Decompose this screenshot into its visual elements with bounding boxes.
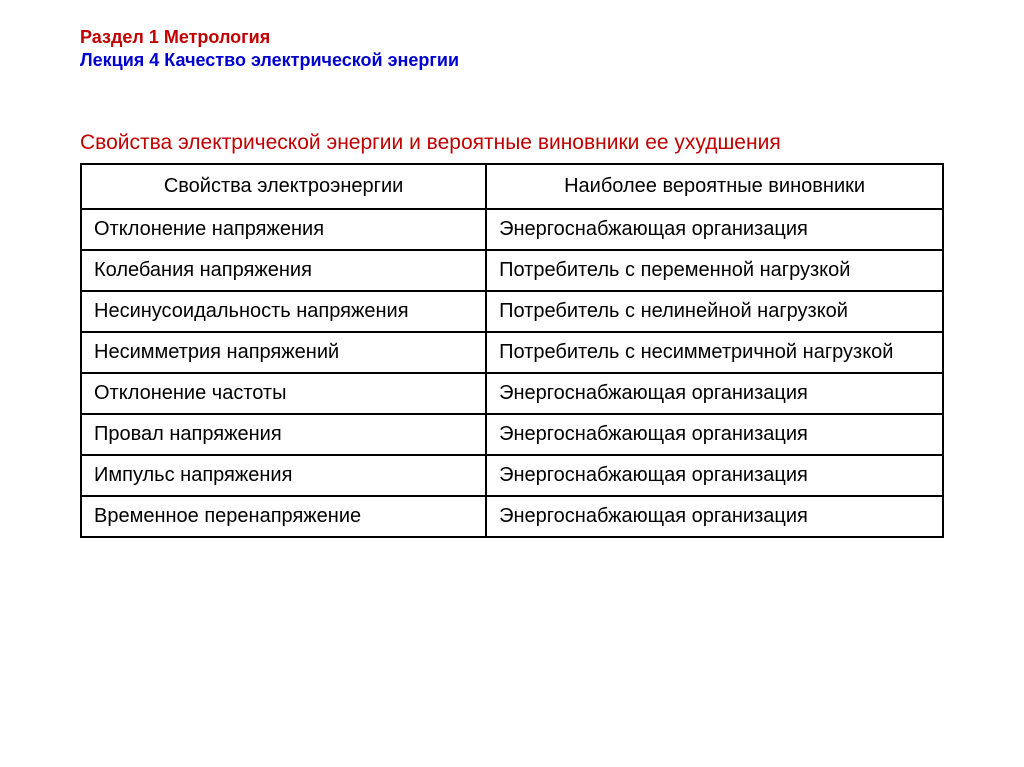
- table-cell: Импульс напряжения: [81, 455, 486, 496]
- table-cell: Провал напряжения: [81, 414, 486, 455]
- table-row: Отклонение напряжения Энергоснабжающая о…: [81, 209, 943, 250]
- table-row: Несинусоидальность напряжения Потребител…: [81, 291, 943, 332]
- table-header-row: Свойства электроэнергии Наиболее вероятн…: [81, 164, 943, 209]
- table-cell: Колебания напряжения: [81, 250, 486, 291]
- table-row: Импульс напряжения Энергоснабжающая орга…: [81, 455, 943, 496]
- table-cell: Энергоснабжающая организация: [486, 496, 943, 537]
- table-cell: Отклонение напряжения: [81, 209, 486, 250]
- table-row: Провал напряжения Энергоснабжающая орган…: [81, 414, 943, 455]
- table-cell: Временное перенапряжение: [81, 496, 486, 537]
- table-cell: Потребитель с несимметричной нагрузкой: [486, 332, 943, 373]
- properties-table: Свойства электроэнергии Наиболее вероятн…: [80, 163, 944, 538]
- table-cell: Энергоснабжающая организация: [486, 414, 943, 455]
- table-cell: Потребитель с нелинейной нагрузкой: [486, 291, 943, 332]
- table-cell: Отклонение частоты: [81, 373, 486, 414]
- table-cell: Несинусоидальность напряжения: [81, 291, 486, 332]
- table-row: Отклонение частоты Энергоснабжающая орга…: [81, 373, 943, 414]
- table-cell: Энергоснабжающая организация: [486, 209, 943, 250]
- table-title: Свойства электрической энергии и вероятн…: [80, 131, 944, 155]
- page-header: Раздел 1 Метрология Лекция 4 Качество эл…: [80, 26, 944, 73]
- table-cell: Потребитель с переменной нагрузкой: [486, 250, 943, 291]
- table-cell: Энергоснабжающая организация: [486, 455, 943, 496]
- table-row: Колебания напряжения Потребитель с перем…: [81, 250, 943, 291]
- column-header: Наиболее вероятные виновники: [486, 164, 943, 209]
- table-cell: Энергоснабжающая организация: [486, 373, 943, 414]
- table-row: Временное перенапряжение Энергоснабжающа…: [81, 496, 943, 537]
- table-row: Несимметрия напряжений Потребитель с нес…: [81, 332, 943, 373]
- lecture-label: Лекция 4 Качество электрической энергии: [80, 49, 944, 72]
- column-header: Свойства электроэнергии: [81, 164, 486, 209]
- table-cell: Несимметрия напряжений: [81, 332, 486, 373]
- section-label: Раздел 1 Метрология: [80, 26, 944, 49]
